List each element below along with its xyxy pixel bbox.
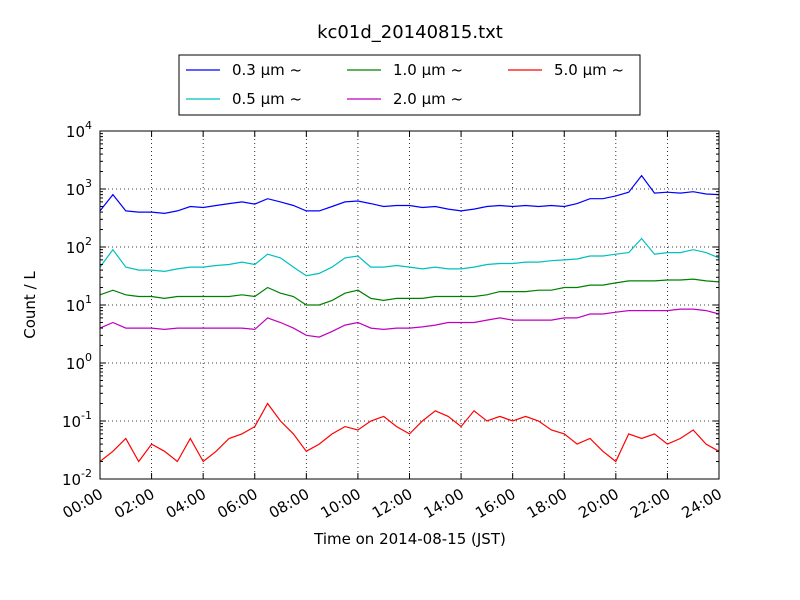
- legend-label: 1.0 μm ~: [393, 61, 463, 79]
- y-tick-label: 10-1: [62, 409, 92, 431]
- series-line-2-0: [99, 308, 720, 338]
- y-axis: 10-2 10-1 100 101 102 103 104: [62, 119, 719, 489]
- series-line-5-0: [99, 402, 720, 463]
- series-line-0-3: [99, 174, 720, 215]
- y-tick-label: 104: [66, 119, 92, 141]
- legend-label: 5.0 μm ~: [554, 61, 624, 79]
- legend-label: 2.0 μm ~: [393, 90, 463, 108]
- y-tick-label: 100: [66, 351, 92, 373]
- series-line-0-5: [99, 237, 720, 277]
- series-layer: [99, 174, 720, 463]
- chart-title: kc01d_20140815.txt: [317, 22, 503, 43]
- legend-label: 0.3 μm ~: [232, 61, 302, 79]
- legend: 0.3 μm ~ 0.5 μm ~ 1.0 μm ~ 2.0 μm ~ 5.0 μm ~: [178, 54, 641, 116]
- legend-box: [178, 54, 641, 116]
- y-tick-label: 101: [66, 293, 92, 315]
- y-tick-label: 103: [66, 177, 92, 199]
- x-axis-label: Time on 2014-08-15 (JST): [313, 530, 506, 548]
- legend-label: 0.5 μm ~: [232, 90, 302, 108]
- series-line-1-0: [99, 278, 720, 306]
- y-tick-label: 102: [66, 235, 92, 257]
- y-axis-label: Count / L: [21, 271, 39, 339]
- y-tick-label: 10-2: [62, 467, 92, 489]
